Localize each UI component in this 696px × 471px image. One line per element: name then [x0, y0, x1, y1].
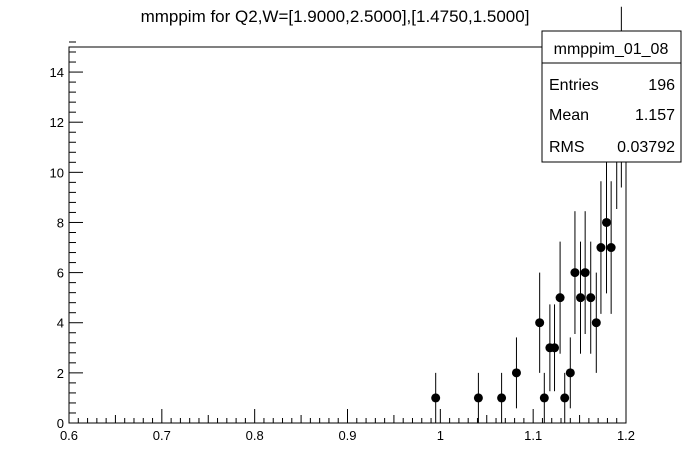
data-point	[550, 343, 560, 353]
data-point	[497, 393, 507, 403]
y-tick-label: 8	[57, 215, 64, 230]
y-tick-label: 6	[57, 266, 64, 281]
y-tick-label: 12	[50, 115, 64, 130]
y-tick-label: 14	[50, 65, 64, 80]
data-point	[511, 368, 521, 378]
stats-histogram-name: mmppim_01_08	[554, 41, 669, 58]
data-point	[591, 318, 601, 328]
data-point	[535, 318, 545, 328]
data-point	[431, 393, 441, 403]
y-tick-label: 10	[50, 165, 64, 180]
stats-rms-value: 0.03792	[617, 139, 675, 156]
x-tick-label: 0.7	[153, 428, 171, 443]
x-tick-label: 0.9	[338, 428, 356, 443]
data-point	[606, 243, 616, 253]
data-points	[431, 6, 626, 423]
chart-title: mmppim for Q2,W=[1.9000,2.5000],[1.4750,…	[141, 7, 530, 26]
data-point	[565, 368, 575, 378]
stats-box: mmppim_01_08 Entries 196 Mean 1.157 RMS …	[541, 30, 682, 163]
data-point	[473, 393, 483, 403]
data-point	[580, 268, 590, 278]
stats-rms-label: RMS	[549, 139, 585, 156]
x-tick-label: 0.8	[246, 428, 264, 443]
stats-entries-value: 196	[648, 77, 675, 94]
data-point	[539, 393, 549, 403]
y-tick-label: 2	[57, 366, 64, 381]
data-point	[555, 293, 565, 303]
data-point	[586, 293, 596, 303]
y-tick-label: 4	[57, 316, 64, 331]
stats-box-frame	[541, 30, 682, 163]
data-point	[596, 243, 606, 253]
data-point	[560, 393, 570, 403]
data-point	[570, 268, 580, 278]
x-tick-label: 1	[437, 428, 444, 443]
data-point	[576, 293, 586, 303]
x-tick-label: 0.6	[60, 428, 78, 443]
stats-mean-value: 1.157	[635, 107, 675, 124]
x-tick-label: 1.2	[617, 428, 635, 443]
stats-entries-label: Entries	[549, 77, 599, 94]
y-axis: 0 2 4 6 8 10 12 14	[50, 41, 83, 431]
stats-mean-label: Mean	[549, 107, 589, 124]
x-axis: 0.6 0.7 0.8 0.9 1 1.1 1.2	[60, 409, 635, 443]
x-tick-label: 1.1	[524, 428, 542, 443]
data-point	[602, 217, 612, 227]
y-tick-label: 0	[57, 416, 64, 431]
